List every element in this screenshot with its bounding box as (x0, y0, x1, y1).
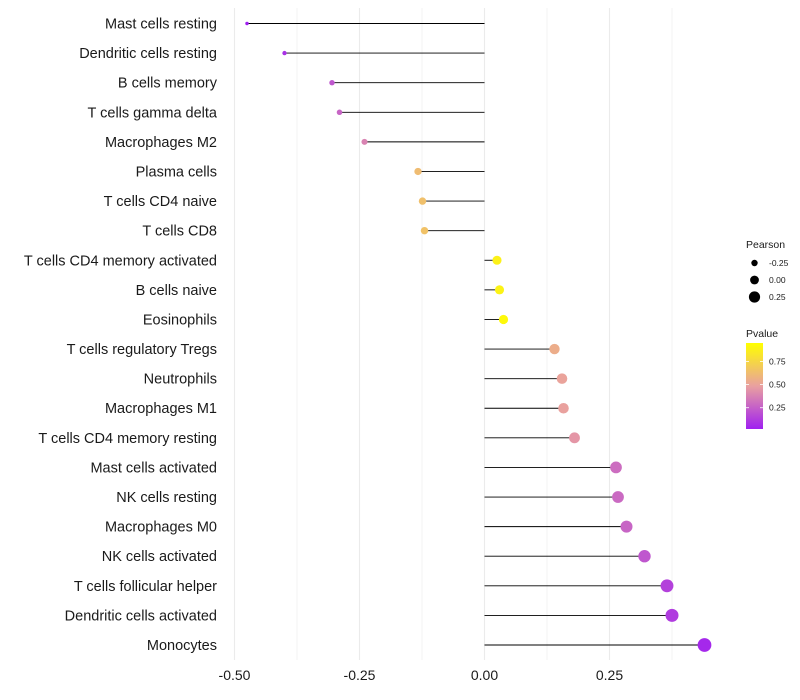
data-point (610, 461, 622, 474)
data-point (638, 550, 651, 563)
data-point (558, 402, 569, 414)
x-tick-label: 0.00 (471, 667, 498, 683)
data-point (418, 197, 427, 205)
data-point (556, 373, 568, 384)
category-label: T cells regulatory Tregs (67, 342, 217, 358)
category-label: T cells CD4 memory resting (38, 431, 217, 447)
data-point (620, 520, 633, 533)
category-label: T cells follicular helper (74, 579, 217, 595)
category-label: NK cells resting (116, 490, 217, 506)
data-point (282, 50, 287, 56)
x-tick-label: -0.25 (344, 667, 376, 683)
category-label: Macrophages M2 (105, 135, 217, 151)
size-legend-key (751, 259, 758, 267)
category-label: B cells memory (118, 76, 218, 92)
category-label: Eosinophils (143, 312, 217, 328)
pvalue-colorbar (746, 343, 763, 429)
size-legend-key (750, 275, 759, 285)
size-legend-key (748, 291, 761, 303)
pearson-legend-title: Pearson (746, 239, 785, 251)
x-tick-label: -0.50 (219, 667, 251, 683)
category-label: T cells CD4 naive (104, 194, 217, 210)
category-label: Neutrophils (144, 372, 217, 388)
data-point (420, 226, 429, 235)
data-point (549, 343, 560, 355)
data-point (245, 21, 249, 26)
pvalue-color-legend: Pvalue 0.25 0.50 0.75 (746, 328, 786, 429)
data-point (498, 314, 509, 325)
data-point (697, 638, 712, 652)
colorbar-label: 0.25 (769, 403, 786, 413)
pearson-size-legend: Pearson -0.25 0.00 0.25 (746, 239, 789, 303)
data-point (494, 285, 505, 295)
data-point (361, 138, 368, 145)
category-labels: Mast cells resting Dendritic cells restin… (24, 17, 218, 655)
category-label: T cells gamma delta (88, 105, 218, 121)
category-label: Dendritic cells resting (79, 46, 217, 62)
grid-layer (233, 8, 673, 660)
category-label: B cells naive (136, 283, 217, 299)
data-point (569, 432, 580, 444)
size-legend-label: -0.25 (769, 258, 789, 268)
size-legend-label: 0.00 (769, 275, 786, 285)
colorbar-label: 0.75 (769, 356, 786, 366)
category-label: T cells CD8 (142, 224, 217, 240)
stems (247, 23, 705, 646)
category-label: Mast cells resting (105, 17, 217, 33)
size-legend-label: 0.25 (769, 292, 786, 302)
category-label: T cells CD4 memory activated (24, 253, 217, 269)
data-point (336, 109, 343, 116)
data-point (665, 608, 679, 622)
category-label: Mast cells activated (90, 460, 217, 476)
category-label: Macrophages M0 (105, 520, 217, 536)
pvalue-legend-title: Pvalue (746, 328, 778, 340)
x-axis-ticks: -0.50 -0.25 0.00 0.25 (219, 667, 624, 683)
data-point (612, 491, 624, 503)
category-label: Dendritic cells activated (65, 608, 217, 624)
data-point (329, 79, 335, 86)
category-label: NK cells activated (102, 549, 217, 565)
x-tick-label: 0.25 (596, 667, 623, 683)
data-point (414, 167, 422, 176)
category-label: Macrophages M1 (105, 401, 217, 417)
category-label: Monocytes (147, 638, 217, 654)
points (245, 21, 712, 652)
colorbar-label: 0.50 (769, 380, 786, 390)
data-point (660, 579, 674, 593)
data-point (492, 255, 502, 265)
category-label: Plasma cells (136, 164, 217, 180)
